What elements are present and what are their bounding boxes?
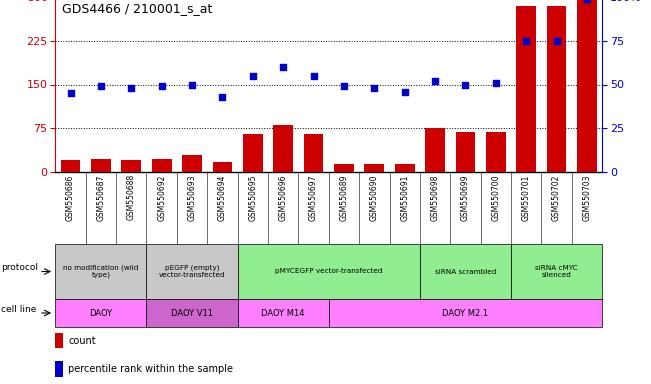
Text: GSM550699: GSM550699 [461,174,470,221]
Text: GSM550695: GSM550695 [248,174,257,221]
Bar [420,244,511,299]
Bar [121,160,141,172]
Point [491,79,501,86]
Point [460,81,471,88]
Bar [456,132,475,172]
Text: cell line: cell line [1,305,36,314]
Text: GSM550692: GSM550692 [157,174,166,220]
Text: DAOY M14: DAOY M14 [262,308,305,318]
Text: count: count [68,336,96,346]
Point [369,85,380,91]
Bar [146,299,238,327]
Text: GSM550686: GSM550686 [66,174,75,220]
Text: GSM550694: GSM550694 [218,174,227,221]
Bar [511,244,602,299]
Point [278,64,288,70]
Bar [395,164,415,172]
Text: GSM550698: GSM550698 [430,174,439,220]
Text: GDS4466 / 210001_s_at: GDS4466 / 210001_s_at [62,2,212,15]
Text: DAOY M2.1: DAOY M2.1 [443,308,488,318]
Bar [547,6,566,172]
Bar [61,161,81,172]
Text: pEGFP (empty)
vector-transfected: pEGFP (empty) vector-transfected [159,265,225,278]
Text: protocol: protocol [1,263,38,272]
Text: GSM550701: GSM550701 [521,174,531,220]
Point [400,88,410,94]
Bar [516,6,536,172]
Text: no modification (wild
type): no modification (wild type) [63,265,139,278]
Text: GSM550687: GSM550687 [96,174,105,220]
Bar [146,244,238,299]
Bar [365,164,384,172]
Point [156,83,167,89]
Text: pMYCEGFP vector-transfected: pMYCEGFP vector-transfected [275,268,383,275]
Point [217,94,228,100]
Bar [55,299,146,327]
Text: GSM550689: GSM550689 [339,174,348,220]
Bar [152,159,171,172]
Bar [486,132,506,172]
Text: GSM550696: GSM550696 [279,174,288,221]
Text: GSM550693: GSM550693 [187,174,197,221]
Bar [55,333,64,348]
Bar [334,164,354,172]
Point [309,73,319,79]
Text: siRNA cMYC
silenced: siRNA cMYC silenced [535,265,578,278]
Text: GSM550690: GSM550690 [370,174,379,221]
Point [430,78,440,84]
Bar [425,128,445,172]
Bar [577,0,597,172]
Text: GSM550703: GSM550703 [583,174,592,221]
Bar [273,125,293,172]
Point [96,83,106,89]
Point [187,81,197,88]
Text: GSM550700: GSM550700 [492,174,501,221]
Text: DAOY: DAOY [89,308,113,318]
Point [521,38,531,44]
Point [582,0,592,2]
Bar [55,361,64,376]
Text: siRNA scrambled: siRNA scrambled [435,268,496,275]
Text: percentile rank within the sample: percentile rank within the sample [68,364,233,374]
Point [339,83,349,89]
Bar [238,244,420,299]
Bar [303,134,324,172]
Bar [182,154,202,172]
Point [126,85,137,91]
Text: GSM550697: GSM550697 [309,174,318,221]
Text: DAOY V11: DAOY V11 [171,308,213,318]
Point [65,90,76,96]
Text: GSM550691: GSM550691 [400,174,409,220]
Bar [91,159,111,172]
Text: GSM550688: GSM550688 [127,174,136,220]
Bar [329,299,602,327]
Bar [55,244,146,299]
Text: GSM550702: GSM550702 [552,174,561,220]
Bar [212,162,232,172]
Bar [238,299,329,327]
Point [551,38,562,44]
Point [247,73,258,79]
Bar [243,134,262,172]
